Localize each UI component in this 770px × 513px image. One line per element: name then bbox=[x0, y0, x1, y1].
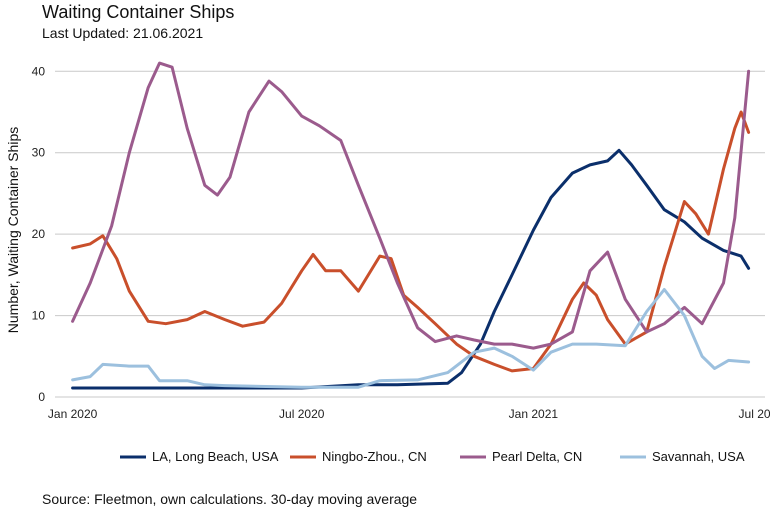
gridlines bbox=[55, 70, 765, 398]
y-tick-label: 10 bbox=[32, 309, 46, 323]
x-tick-label: Jan 2021 bbox=[509, 407, 559, 421]
series-lines bbox=[71, 61, 751, 390]
y-axis-ticks: 0 10 20 30 40 bbox=[32, 64, 46, 404]
y-tick-label: 20 bbox=[32, 227, 46, 241]
chart-title: Waiting Container Ships bbox=[42, 2, 234, 22]
source-note: Source: Fleetmon, own calculations. 30-d… bbox=[42, 491, 417, 507]
x-axis-ticks: Jan 2020 Jul 2020 Jan 2021 Jul 2021 bbox=[48, 407, 770, 421]
legend-label: Pearl Delta, CN bbox=[492, 449, 582, 464]
y-tick-label: 0 bbox=[38, 390, 45, 404]
legend-label: LA, Long Beach, USA bbox=[152, 449, 279, 464]
series-line-4 bbox=[71, 288, 751, 389]
x-tick-label: Jul 2020 bbox=[279, 407, 325, 421]
series-line-2 bbox=[71, 110, 751, 373]
x-tick-label: Jan 2020 bbox=[48, 407, 98, 421]
legend-label: Savannah, USA bbox=[652, 449, 745, 464]
legend-label: Ningbo-Zhou., CN bbox=[322, 449, 427, 464]
chart-subtitle: Last Updated: 21.06.2021 bbox=[42, 25, 203, 41]
legend: LA, Long Beach, USA Ningbo-Zhou., CN Pearl… bbox=[120, 449, 745, 464]
y-tick-label: 30 bbox=[32, 146, 46, 160]
y-axis-label: Number, Waiting Container Ships bbox=[5, 127, 21, 333]
x-tick-label: Jul 2021 bbox=[739, 407, 770, 421]
series-line-3 bbox=[71, 61, 751, 350]
series-line-1 bbox=[71, 148, 751, 390]
y-tick-label: 40 bbox=[32, 64, 46, 78]
